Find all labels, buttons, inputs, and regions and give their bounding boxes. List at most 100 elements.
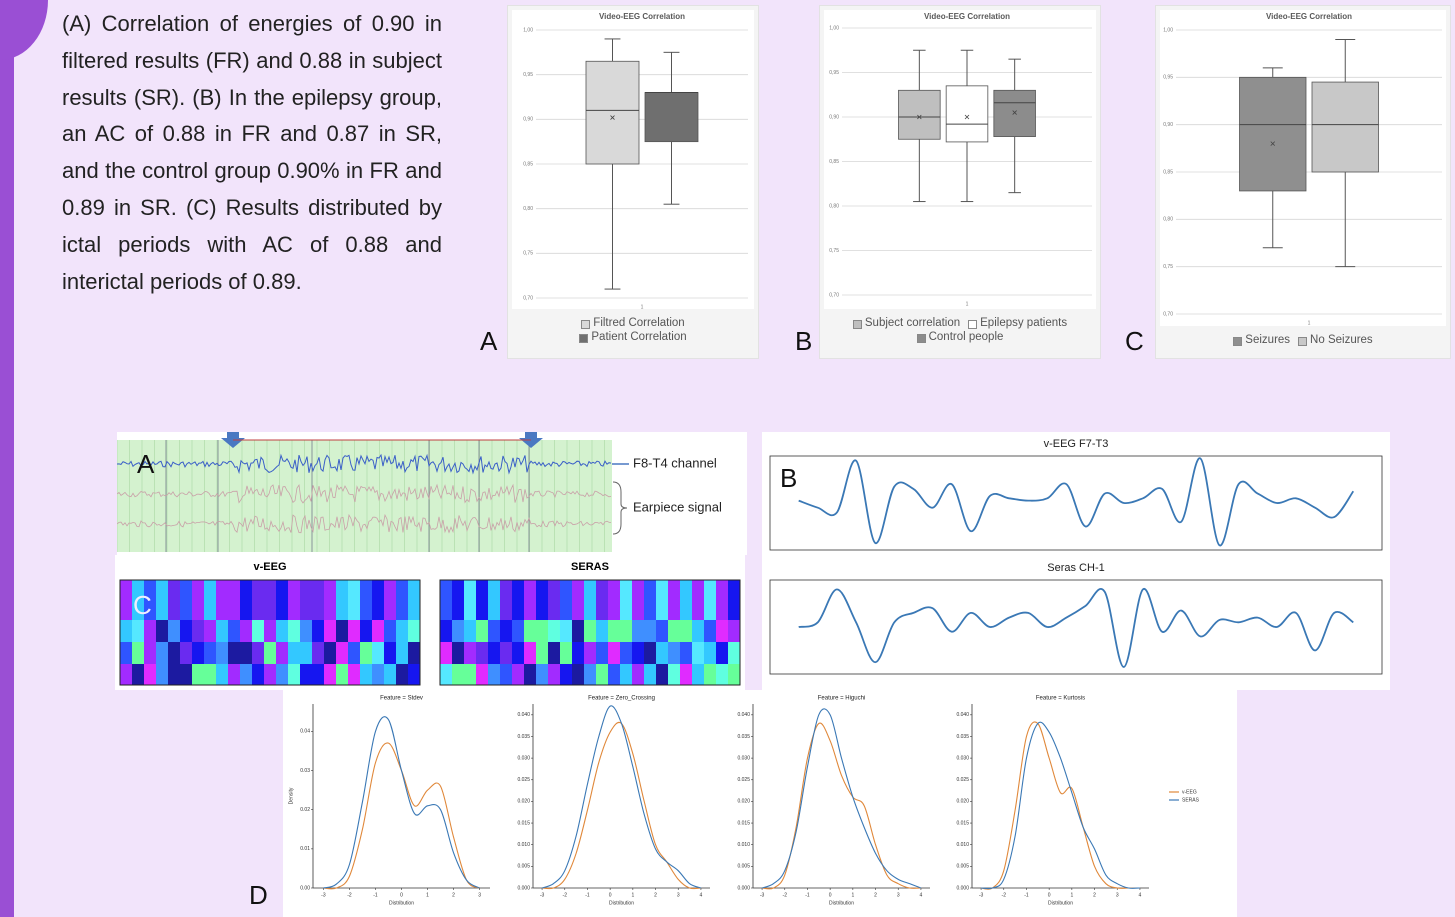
heatmap-cell xyxy=(348,664,360,685)
heatmap-cell xyxy=(384,580,396,620)
heatmap-cell xyxy=(384,620,396,642)
legend-swatch xyxy=(853,320,862,329)
box xyxy=(1312,82,1379,172)
heatmap-cell xyxy=(728,664,740,685)
heatmap-cell xyxy=(216,664,228,685)
legend-label: Epilepsy patients xyxy=(980,317,1067,329)
y-tick-label: 1,00 xyxy=(1163,27,1173,33)
legend-item: Filtred Correlation xyxy=(581,317,684,329)
heatmap-cell xyxy=(408,620,420,642)
heatmap-cell xyxy=(120,580,132,620)
page: {"paragraph": "(A) Correlation of energi… xyxy=(0,0,1455,917)
x-tick-label: 3 xyxy=(478,892,481,898)
y-tick-label: 0.035 xyxy=(956,734,969,740)
heatmap-cell xyxy=(488,580,500,620)
y-tick-label: 0.03 xyxy=(300,768,310,774)
y-tick-label: 0.035 xyxy=(737,734,750,740)
heatmap-cell xyxy=(704,620,716,642)
y-tick-label: 0.010 xyxy=(737,842,750,848)
boxplot-panel: Video-EEG Correlation0,700,750,800,850,9… xyxy=(1155,5,1451,359)
heatmap-cell xyxy=(252,580,264,620)
chart-title: Video-EEG Correlation xyxy=(924,12,1010,21)
heatmap-cell xyxy=(396,580,408,620)
y-tick-label: 0.015 xyxy=(517,820,530,826)
heatmap-cell xyxy=(524,620,536,642)
eeg-strip xyxy=(117,440,612,552)
x-tick-label: -1 xyxy=(373,892,378,898)
chart-title: Feature = Kurtosis xyxy=(1036,696,1085,702)
y-tick-label: 0.025 xyxy=(517,777,530,783)
heatmap-cell xyxy=(476,620,488,642)
y-tick-label: 0.02 xyxy=(300,807,310,813)
heatmap-cell xyxy=(500,620,512,642)
heatmap-cell xyxy=(644,664,656,685)
heatmap-cell xyxy=(596,580,608,620)
chart-title: Video-EEG Correlation xyxy=(599,12,685,21)
panel-label: C xyxy=(1125,326,1144,357)
heatmap-cell xyxy=(680,620,692,642)
heatmap-cell xyxy=(452,620,464,642)
eeg-recording: F8-T4 channel Earpiece signal A xyxy=(117,432,747,555)
heatmap-cell xyxy=(180,664,192,685)
panel-label: C xyxy=(133,590,152,620)
heatmap-cell xyxy=(476,580,488,620)
heatmap-cell xyxy=(440,664,452,685)
heatmap-cell xyxy=(596,620,608,642)
y-tick-label: 0,80 xyxy=(523,206,533,212)
x-tick-label: -1 xyxy=(1024,892,1029,898)
heatmap-cell xyxy=(252,642,264,664)
heatmap-cell xyxy=(360,642,372,664)
heatmap-cell xyxy=(132,664,144,685)
heatmap-cell xyxy=(560,642,572,664)
heatmap-cell xyxy=(204,580,216,620)
heatmap-cell xyxy=(464,664,476,685)
heatmap-cell xyxy=(596,664,608,685)
x-axis-label: Distribution xyxy=(1048,900,1073,906)
x-tick-label: 1 xyxy=(1308,320,1311,326)
heatmap-cell xyxy=(372,664,384,685)
eeg-annotation: Earpiece signal xyxy=(633,499,722,514)
heatmap-cell xyxy=(216,620,228,642)
heatmap-cell xyxy=(168,664,180,685)
legend-label: Control people xyxy=(929,331,1004,343)
y-tick-label: 0.010 xyxy=(956,842,969,848)
heatmap-cell xyxy=(488,642,500,664)
box xyxy=(899,90,941,139)
x-tick-label: -2 xyxy=(1002,892,1007,898)
heatmap-cell xyxy=(264,620,276,642)
y-tick-label: 0.025 xyxy=(956,777,969,783)
heatmap-cell xyxy=(692,620,704,642)
heatmap-cell xyxy=(408,642,420,664)
heatmap-cell xyxy=(360,620,372,642)
x-tick-label: 3 xyxy=(1116,892,1119,898)
x-tick-label: 4 xyxy=(1139,892,1142,898)
heatmap-cell xyxy=(396,664,408,685)
heatmap-cell xyxy=(596,642,608,664)
chart-title: Feature = Higuchi xyxy=(818,696,866,702)
heatmap-cell xyxy=(464,580,476,620)
heatmap-cell xyxy=(548,580,560,620)
heatmap-cell xyxy=(216,642,228,664)
heatmap-cell xyxy=(680,664,692,685)
x-tick-label: -3 xyxy=(540,892,545,898)
heatmap-cell xyxy=(608,642,620,664)
y-tick-label: 0.000 xyxy=(517,885,530,891)
heatmap-cell xyxy=(276,620,288,642)
heatmap-cell xyxy=(620,664,632,685)
y-tick-label: 0,70 xyxy=(523,295,533,301)
legend-item: Control people xyxy=(917,331,1004,343)
heatmap-cell xyxy=(704,642,716,664)
x-axis-label: Distribution xyxy=(389,900,414,906)
heatmap-cell xyxy=(716,642,728,664)
heatmap-cell xyxy=(192,620,204,642)
x-tick-label: -3 xyxy=(321,892,326,898)
legend-label: Seizures xyxy=(1245,334,1290,346)
heatmap-cell xyxy=(716,664,728,685)
x-tick-label: 2 xyxy=(654,892,657,898)
chart-title: Video-EEG Correlation xyxy=(1266,12,1352,21)
heatmap-cell xyxy=(288,664,300,685)
heatmap-cell xyxy=(584,580,596,620)
heatmap-cell xyxy=(692,664,704,685)
heatmap-cell xyxy=(360,664,372,685)
y-tick-label: 0.040 xyxy=(956,712,969,718)
